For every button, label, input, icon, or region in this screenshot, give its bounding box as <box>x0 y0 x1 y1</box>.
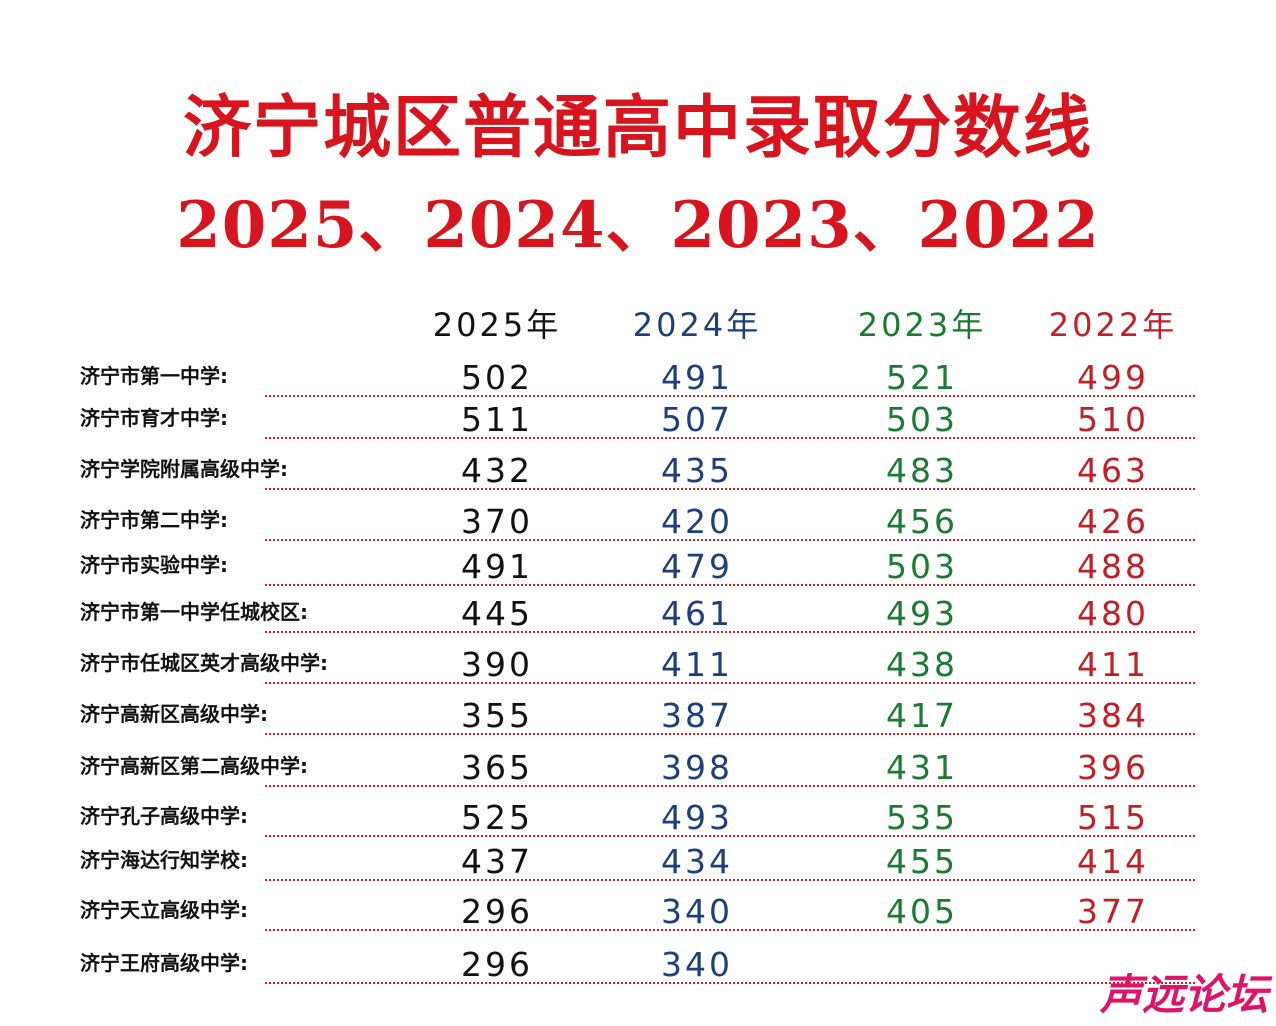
score: 390 <box>461 645 533 684</box>
score: 405 <box>886 892 958 931</box>
score: 445 <box>461 594 533 633</box>
score: 480 <box>1077 594 1149 633</box>
score: 384 <box>1077 696 1149 735</box>
score: 417 <box>886 696 958 735</box>
school-name: 济宁王府高级中学: <box>80 951 248 975</box>
school-name: 济宁市第一中学: <box>80 364 228 388</box>
column-header: 2024年 <box>632 306 762 344</box>
column-header: 2022年 <box>1048 306 1178 344</box>
score: 355 <box>461 696 533 735</box>
score: 434 <box>661 842 733 881</box>
score: 521 <box>886 358 958 397</box>
school-name: 济宁高新区高级中学: <box>80 702 268 726</box>
row-separator <box>265 584 1195 586</box>
school-name: 济宁市第一中学任城校区: <box>80 600 308 624</box>
score: 510 <box>1077 400 1149 439</box>
score: 502 <box>461 358 533 397</box>
score: 461 <box>661 594 733 633</box>
score: 456 <box>886 502 958 541</box>
score: 503 <box>886 400 958 439</box>
row-separator <box>265 733 1195 735</box>
score: 420 <box>661 502 733 541</box>
row-separator <box>265 631 1195 633</box>
school-name: 济宁市实验中学: <box>80 553 228 577</box>
score: 426 <box>1077 502 1149 541</box>
score: 491 <box>461 547 533 586</box>
score: 525 <box>461 798 533 837</box>
school-name: 济宁高新区第二高级中学: <box>80 754 308 778</box>
score: 463 <box>1077 451 1149 490</box>
school-name: 济宁孔子高级中学: <box>80 804 248 828</box>
score: 503 <box>886 547 958 586</box>
watermark: 声远论坛 <box>1099 970 1268 1019</box>
school-name: 济宁市育才中学: <box>80 406 228 430</box>
score: 431 <box>886 748 958 787</box>
score: 296 <box>461 945 533 984</box>
score: 479 <box>661 547 733 586</box>
row-separator <box>265 539 1195 541</box>
score: 411 <box>661 645 733 684</box>
score: 365 <box>461 748 533 787</box>
school-name: 济宁市第二中学: <box>80 508 228 532</box>
score: 296 <box>461 892 533 931</box>
score: 491 <box>661 358 733 397</box>
score: 432 <box>461 451 533 490</box>
row-separator <box>265 982 1195 984</box>
score: 507 <box>661 400 733 439</box>
score: 435 <box>661 451 733 490</box>
school-name: 济宁天立高级中学: <box>80 898 248 922</box>
score: 377 <box>1077 892 1149 931</box>
score: 411 <box>1077 645 1149 684</box>
score: 387 <box>661 696 733 735</box>
score: 499 <box>1077 358 1149 397</box>
score: 455 <box>886 842 958 881</box>
column-header: 2023年 <box>857 306 987 344</box>
score: 483 <box>886 451 958 490</box>
column-header: 2025年 <box>432 306 562 344</box>
score: 493 <box>886 594 958 633</box>
score: 396 <box>1077 748 1149 787</box>
school-name: 济宁市任城区英才高级中学: <box>80 651 328 675</box>
score: 438 <box>886 645 958 684</box>
row-separator <box>265 488 1195 490</box>
school-name: 济宁学院附属高级中学: <box>80 457 288 481</box>
score: 340 <box>661 892 733 931</box>
score: 488 <box>1077 547 1149 586</box>
score: 398 <box>661 748 733 787</box>
score: 493 <box>661 798 733 837</box>
subtitle: 2025、2024、2023、2022 <box>176 188 1100 263</box>
title: 济宁城区普通高中录取分数线 <box>182 88 1093 168</box>
row-separator <box>265 835 1195 837</box>
score: 370 <box>461 502 533 541</box>
row-separator <box>265 785 1195 787</box>
score: 511 <box>461 400 533 439</box>
score: 437 <box>461 842 533 881</box>
row-separator <box>265 682 1195 684</box>
score: 515 <box>1077 798 1149 837</box>
row-separator <box>265 929 1195 931</box>
row-separator <box>265 395 1195 397</box>
row-separator <box>265 879 1195 881</box>
score: 340 <box>661 945 733 984</box>
row-separator <box>265 437 1195 439</box>
school-name: 济宁海达行知学校: <box>80 848 248 872</box>
score: 414 <box>1077 842 1149 881</box>
score: 535 <box>886 798 958 837</box>
